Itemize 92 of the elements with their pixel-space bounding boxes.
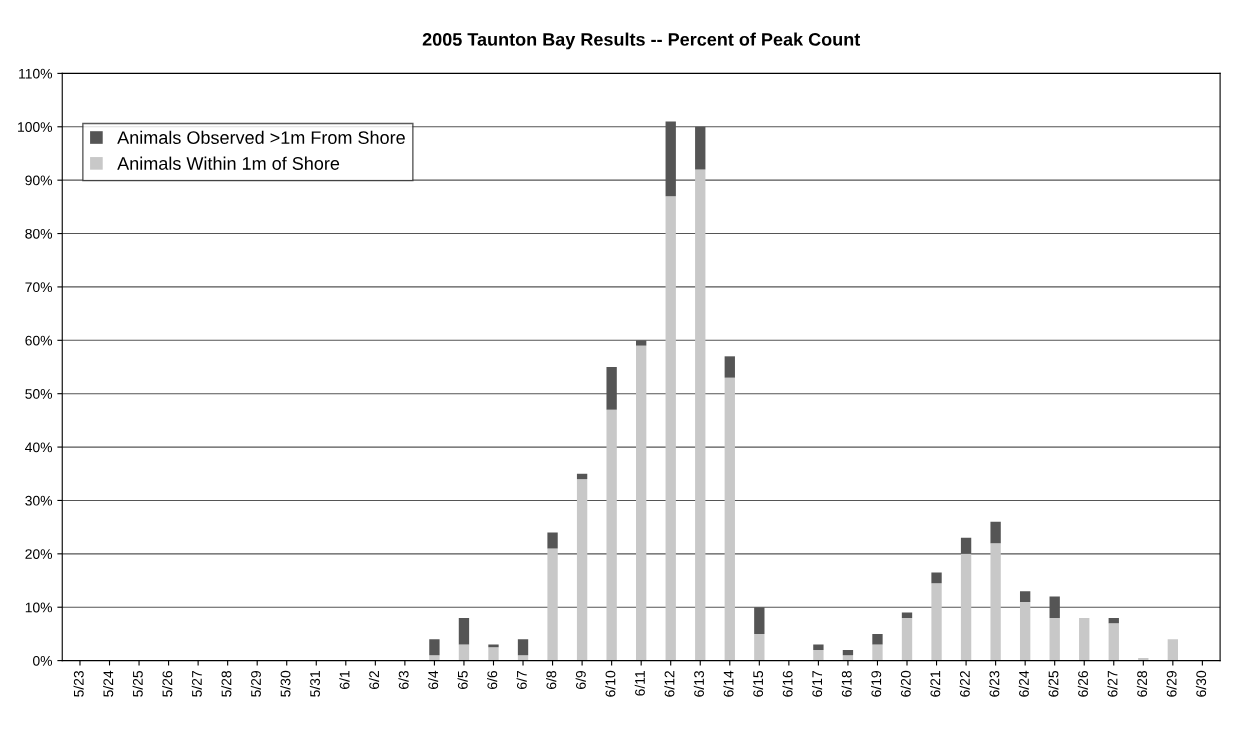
x-tick-label: 6/20 <box>900 670 911 697</box>
bar <box>429 655 440 661</box>
x-tick-label: 6/19 <box>871 670 882 697</box>
bar <box>576 473 588 480</box>
bar <box>813 644 824 650</box>
bar <box>517 639 529 656</box>
bar <box>606 409 617 661</box>
bar <box>458 617 470 645</box>
bar <box>488 647 499 661</box>
x-tick-label: 6/12 <box>664 671 675 697</box>
x-tick-label: 6/27 <box>1107 671 1118 697</box>
bar <box>1049 617 1060 661</box>
y-tick-label: 0% <box>33 655 53 666</box>
x-tick-label: 6/18 <box>841 670 852 697</box>
bar <box>931 583 942 661</box>
x-tick-label: 6/3 <box>398 670 409 689</box>
x-tick-label: 5/27 <box>191 671 202 697</box>
bar <box>960 553 972 661</box>
x-tick-label: 5/29 <box>250 670 261 697</box>
x-tick-label: 5/30 <box>280 670 291 697</box>
y-tick-label: 80% <box>25 228 53 239</box>
bar <box>429 639 440 656</box>
bar <box>931 572 942 584</box>
y-tick-label: 40% <box>25 442 53 453</box>
bar <box>872 633 883 645</box>
x-tick-label: 6/26 <box>1077 670 1088 697</box>
bar <box>901 617 913 661</box>
bar <box>872 644 883 661</box>
bar <box>901 612 913 618</box>
y-tick-label: 20% <box>25 549 53 560</box>
y-tick-label: 50% <box>25 389 53 399</box>
x-tick-label: 6/14 <box>723 670 734 697</box>
bar <box>1019 601 1031 661</box>
x-tick-label: 6/16 <box>782 670 793 697</box>
legend-label: Animals Within 1m of Shore <box>117 156 340 170</box>
x-tick-label: 5/24 <box>103 670 114 697</box>
x-tick-label: 6/7 <box>516 671 527 689</box>
x-tick-label: 6/9 <box>575 670 586 689</box>
y-tick-label: 30% <box>25 495 53 506</box>
x-tick-label: 5/28 <box>221 670 232 697</box>
x-tick-label: 5/31 <box>309 671 320 697</box>
bar <box>1167 639 1179 661</box>
x-tick-label: 6/17 <box>811 671 823 697</box>
x-tick-label: 6/4 <box>427 670 439 689</box>
x-tick-label: 5/26 <box>162 670 173 697</box>
y-tick-label: 90% <box>25 175 53 186</box>
x-tick-label: 6/13 <box>693 670 704 697</box>
bar <box>724 356 735 378</box>
bar <box>636 345 647 661</box>
x-tick-label: 5/25 <box>132 670 143 697</box>
x-tick-label: 6/15 <box>752 670 764 697</box>
bar <box>842 655 854 661</box>
bar <box>842 649 854 656</box>
x-tick-label: 5/23 <box>73 670 84 697</box>
x-tick-label: 6/6 <box>487 670 498 689</box>
bar <box>665 196 676 661</box>
bar <box>990 521 1001 544</box>
legend-label: Animals Observed >1m From Shore <box>117 130 405 145</box>
x-tick-label: 6/29 <box>1166 670 1177 697</box>
bar <box>517 655 529 661</box>
x-tick-label: 6/30 <box>1195 670 1207 697</box>
x-tick-label: 6/22 <box>959 671 970 697</box>
x-tick-label: 6/11 <box>634 671 645 696</box>
bar <box>547 548 558 661</box>
y-tick-label: 70% <box>25 282 53 293</box>
bar <box>547 532 558 549</box>
x-tick-label: 6/5 <box>457 670 468 689</box>
bar <box>724 377 735 661</box>
y-tick-label: 110% <box>19 68 53 79</box>
bar <box>1019 591 1031 602</box>
x-tick-label: 6/25 <box>1048 670 1059 697</box>
x-tick-label: 6/23 <box>989 670 1000 697</box>
x-tick-label: 6/2 <box>368 671 380 689</box>
bar <box>458 644 470 661</box>
bar <box>990 543 1001 661</box>
y-tick-label: 100% <box>18 122 53 132</box>
bar <box>1079 617 1090 661</box>
x-tick-label: 6/10 <box>605 670 616 697</box>
y-tick-label: 60% <box>25 335 53 346</box>
x-tick-label: 6/1 <box>339 671 350 689</box>
x-tick-label: 6/24 <box>1018 670 1029 697</box>
x-tick-label: 6/21 <box>930 671 941 697</box>
y-tick-label: 10% <box>25 602 53 613</box>
x-tick-label: 6/8 <box>546 670 557 689</box>
bar <box>695 169 706 661</box>
bar <box>1108 617 1119 624</box>
bar <box>754 633 765 661</box>
bar <box>576 479 588 661</box>
x-tick-label: 6/28 <box>1136 670 1148 697</box>
bar <box>813 649 824 661</box>
chart-title: 2005 Taunton Bay Results -- Percent of Peak Count <box>422 32 861 50</box>
bar <box>1108 623 1119 661</box>
